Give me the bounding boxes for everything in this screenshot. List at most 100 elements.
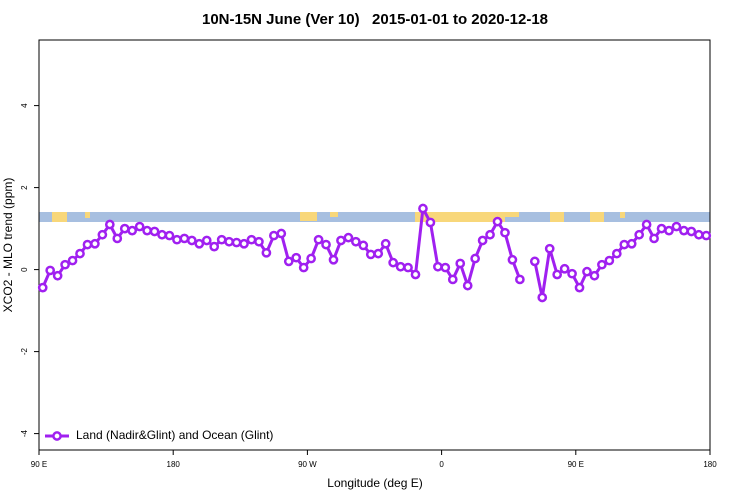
point xyxy=(693,229,704,240)
point xyxy=(529,256,540,267)
point xyxy=(45,265,56,276)
point xyxy=(343,232,354,243)
point xyxy=(112,233,123,244)
x-tick-label: 180 xyxy=(703,460,717,469)
land-patch xyxy=(85,212,90,218)
legend-marker xyxy=(52,431,62,441)
point xyxy=(52,270,63,281)
point xyxy=(365,249,376,260)
point xyxy=(500,227,510,238)
point xyxy=(75,248,85,259)
x-tick-label: 90 E xyxy=(31,460,47,469)
point xyxy=(104,219,115,230)
y-tick-label: -4 xyxy=(20,429,29,437)
point xyxy=(380,238,391,249)
point xyxy=(544,243,555,254)
point xyxy=(641,219,652,230)
point xyxy=(604,255,615,266)
land-patch xyxy=(415,212,505,222)
point xyxy=(671,221,682,232)
point xyxy=(537,292,548,303)
point xyxy=(619,239,630,250)
land-patch xyxy=(590,212,604,222)
point xyxy=(701,230,712,241)
point xyxy=(231,237,242,248)
point xyxy=(418,203,428,214)
y-axis-label: XCO2 - MLO trend (ppm) xyxy=(1,178,15,313)
point xyxy=(276,228,287,239)
point xyxy=(37,282,48,293)
point xyxy=(507,254,518,265)
point xyxy=(224,236,234,247)
y-tick-label: 0 xyxy=(20,267,29,272)
point xyxy=(313,234,324,245)
point xyxy=(142,225,152,236)
point xyxy=(172,234,182,245)
point xyxy=(686,226,697,237)
point xyxy=(485,229,495,240)
point xyxy=(626,238,637,249)
point xyxy=(90,238,100,249)
point xyxy=(388,257,398,268)
point xyxy=(119,223,130,234)
point xyxy=(515,274,525,285)
point xyxy=(634,229,645,240)
point xyxy=(649,233,659,244)
point xyxy=(201,235,212,246)
x-tick-label: 180 xyxy=(167,460,181,469)
land-patch xyxy=(52,212,67,222)
x-tick-label: 90 W xyxy=(298,460,317,469)
point xyxy=(82,239,93,250)
point xyxy=(134,221,145,232)
land-patch xyxy=(620,212,625,218)
land-patch xyxy=(505,212,519,217)
point xyxy=(321,239,331,250)
point xyxy=(246,234,257,245)
point xyxy=(60,259,70,270)
land-ocean-strip xyxy=(39,212,710,222)
point xyxy=(597,259,607,270)
point xyxy=(239,238,249,249)
point xyxy=(470,253,480,264)
point xyxy=(552,269,563,280)
point xyxy=(679,225,689,236)
point xyxy=(179,233,190,244)
point xyxy=(440,262,451,273)
y-tick-label: 2 xyxy=(20,185,29,190)
point xyxy=(209,241,220,252)
point xyxy=(567,268,577,279)
point xyxy=(254,236,264,247)
point xyxy=(216,234,227,245)
point xyxy=(164,230,175,241)
point xyxy=(291,252,302,263)
point xyxy=(157,229,167,240)
point xyxy=(433,261,443,272)
point xyxy=(611,248,622,259)
plot-frame xyxy=(38,39,711,451)
point xyxy=(298,262,309,273)
point xyxy=(477,235,488,246)
point xyxy=(269,230,279,241)
point xyxy=(447,274,458,285)
land-patch xyxy=(550,212,564,222)
ocean-band xyxy=(39,212,710,222)
y-tick-label: -2 xyxy=(20,347,29,355)
land-patch xyxy=(300,212,317,221)
x-axis-label: Longitude (deg E) xyxy=(327,476,422,490)
point xyxy=(328,254,339,265)
x-tick-label: 0 xyxy=(439,460,444,469)
point xyxy=(559,263,570,274)
point xyxy=(194,238,205,249)
point xyxy=(582,266,592,277)
point xyxy=(186,235,197,246)
point xyxy=(425,217,436,228)
chart-title: 10N-15N June (Ver 10) 2015-01-01 to 2020… xyxy=(202,11,548,28)
point xyxy=(336,235,346,246)
point xyxy=(149,226,160,237)
land-patch xyxy=(330,212,338,217)
point xyxy=(261,247,272,258)
point xyxy=(358,240,369,251)
x-tick-label: 90 E xyxy=(568,460,584,469)
